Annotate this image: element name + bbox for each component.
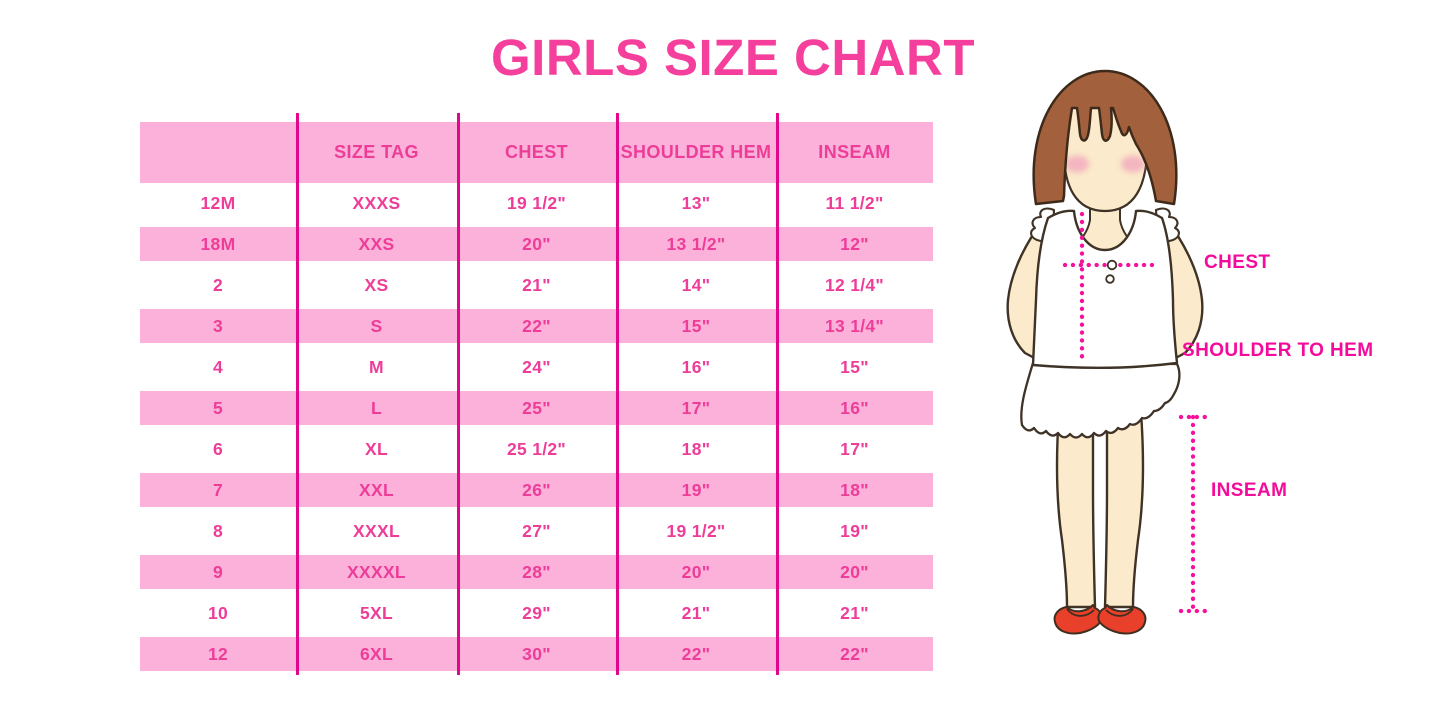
table-cell: 5 [212,397,224,418]
table-row: 2 XS 21" 14" 12 1/4" [140,265,933,306]
table-row: 12 6XL 30" 22" 22" [140,634,933,675]
size-table-header: SIZE TAG CHEST SHOULDER HEM INSEAM [140,122,933,183]
table-cell: 12" [840,233,869,254]
table-cell: 26" [522,479,551,500]
table-cell: 22" [522,315,551,336]
table-cell: 13 1/2" [666,233,726,254]
table-cell: XL [365,439,388,459]
table-row: 12M XXXS 19 1/2" 13" 11 1/2" [140,183,933,224]
table-cell: XXXS [352,193,401,213]
table-cell: 25" [522,397,551,418]
table-row: 8 XXXL 27" 19 1/2" 19" [140,511,933,552]
table-cell: SIZE TAG [334,142,419,162]
table-cell: 19" [840,521,869,541]
table-cell: 19" [681,479,711,500]
table-cell: XXXXL [347,561,406,582]
table-cell: 9 [212,561,224,582]
legs-shape [1055,410,1145,609]
table-cell: 6 [212,439,224,459]
table-cell: M [369,357,384,377]
column-divider [776,113,779,675]
table-row: 5 L 25" 17" 16" [140,388,933,429]
skirt-shape [1020,361,1181,439]
table-cell: 12M [200,193,236,213]
table-cell: S [370,315,383,336]
girl-illustration [1006,69,1209,635]
table-cell: 29" [522,603,551,623]
table-cell: 16" [681,357,711,377]
table-cell: 4 [212,357,224,377]
table-cell: 19 1/2" [666,521,726,541]
column-divider [296,113,299,675]
table-cell: 15" [681,315,711,336]
table-cell: 28" [522,561,551,582]
table-cell: 7 [212,479,224,500]
table-cell: INSEAM [818,142,891,162]
table-cell: 21" [840,603,869,623]
table-row: 3 S 22" 15" 13 1/4" [140,306,933,347]
table-cell: 18" [840,479,869,500]
table-row: 4 M 24" 16" 15" [140,347,933,388]
table-cell: 17" [681,397,711,418]
size-table: SIZE TAG CHEST SHOULDER HEM INSEAM 12M XXXS 1… [140,113,933,675]
column-divider [457,113,460,675]
table-cell: XS [364,275,389,295]
table-cell: 22" [840,643,869,664]
buttons [1105,259,1118,284]
table-cell: 22" [681,643,711,664]
table-cell: L [371,397,382,418]
table-cell: 13" [681,193,711,213]
table-cell: 10 [207,603,229,623]
chest-label: CHEST [1204,252,1271,273]
hair-shape [1032,69,1178,206]
table-cell: XXXL [353,521,400,541]
table-cell: SHOULDER HEM [620,142,772,162]
table-cell: 12 [207,643,229,664]
table-cell: 27" [522,521,551,541]
table-cell: 20" [522,233,551,254]
table-row: 9 XXXXL 28" 20" 20" [140,552,933,593]
inseam-label: INSEAM [1211,480,1288,501]
size-table-rows: 12M XXXS 19 1/2" 13" 11 1/2" 18M XXS 20" 13 1/2"… [140,183,933,675]
cheeks [1065,155,1145,173]
column-divider [616,113,619,675]
table-cell: 13 1/4" [824,315,885,336]
table-cell: 5XL [360,603,393,623]
table-cell: 20" [840,561,869,582]
table-row: 10 5XL 29" 21" 21" [140,593,933,634]
table-cell: 25 1/2" [506,439,567,459]
table-cell: 18" [681,439,711,459]
page-title: GIRLS SIZE CHART [490,29,976,86]
table-cell: 15" [840,357,869,377]
table-cell: 21" [522,275,551,295]
table-cell: 14" [681,275,711,295]
table-cell: 18M [200,233,236,254]
table-cell: XXS [358,233,395,254]
shoulder-to-hem-label: SHOULDER TO HEM [1182,340,1374,361]
table-cell: 8 [212,521,224,541]
table-cell: 24" [522,357,551,377]
table-cell: 11 1/2" [825,193,884,213]
table-row: 18M XXS 20" 13 1/2" 12" [140,224,933,265]
table-cell: 3 [212,315,224,336]
table-row: 6 XL 25 1/2" 18" 17" [140,429,933,470]
table-cell: 30" [522,643,551,664]
table-cell: 20" [681,561,711,582]
top-shape [1031,209,1179,369]
table-cell: 2 [212,275,224,295]
table-cell: 19 1/2" [506,193,567,213]
table-cell: XXL [359,479,394,500]
table-cell: CHEST [504,142,568,162]
table-cell: 6XL [360,643,393,664]
table-cell: 16" [840,397,869,418]
shoes-shape [1053,604,1147,635]
table-cell: 12 1/4" [824,275,885,295]
table-cell: 21" [681,603,711,623]
table-cell: 17" [840,439,869,459]
table-row: 7 XXL 26" 19" 18" [140,470,933,511]
